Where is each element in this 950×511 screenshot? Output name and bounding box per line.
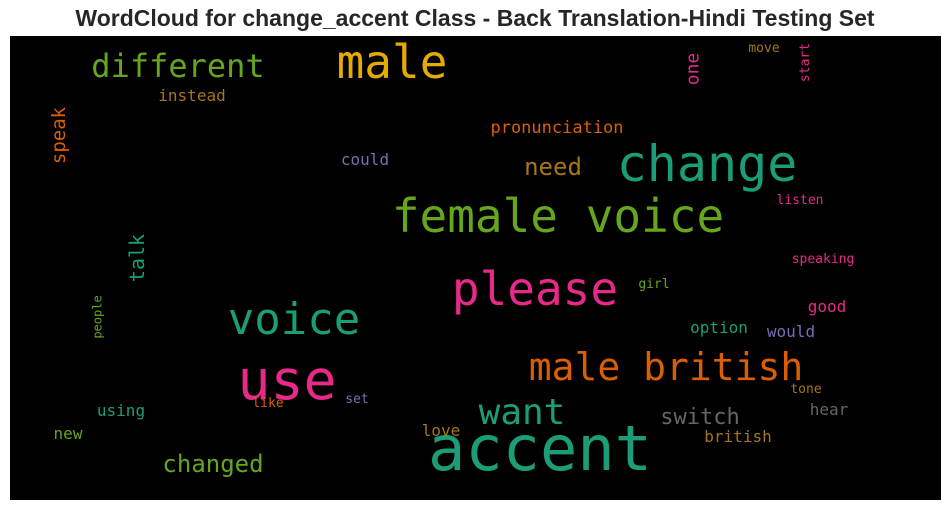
word-option: option [690,318,748,337]
word-people: people [90,295,105,339]
word-would: would [766,322,816,341]
word-tone: tone [790,381,822,397]
word-set: set [345,391,369,407]
word-love: love [421,421,461,440]
word-switch: switch [660,405,740,430]
word-move: move [748,40,780,56]
word-talk: talk [124,233,149,283]
word-start: start [798,42,814,82]
chart-title: WordCloud for change_accent Class - Back… [75,5,875,31]
word-need: need [524,153,582,181]
word-good: good [807,297,847,316]
word-one: one [681,52,703,86]
word-listen: listen [776,192,824,208]
word-changed: changed [162,450,264,478]
word-hear: hear [809,400,849,419]
word-could: could [340,150,390,169]
word-british: british [704,427,772,446]
word-want: want [478,392,566,433]
word-using: using [96,401,146,420]
word-male: male [336,36,448,89]
word-new: new [53,424,83,443]
word-different: different [91,47,265,85]
word-speak: speak [48,106,71,164]
word-instead: instead [158,86,226,105]
word-female-voice: female voice [391,189,725,243]
word-girl: girl [638,276,670,292]
word-voice: voice [227,294,361,345]
word-male-british: male british [528,345,804,389]
word-like: like [252,395,284,411]
word-please: please [451,262,619,316]
word-pronunciation: pronunciation [490,117,624,138]
word-change: change [616,135,798,193]
wordcloud-canvas: accent female voice change please use vo… [10,36,941,500]
word-use: use [237,347,337,412]
word-accent: accent [428,412,652,485]
word-speaking: speaking [791,251,855,267]
